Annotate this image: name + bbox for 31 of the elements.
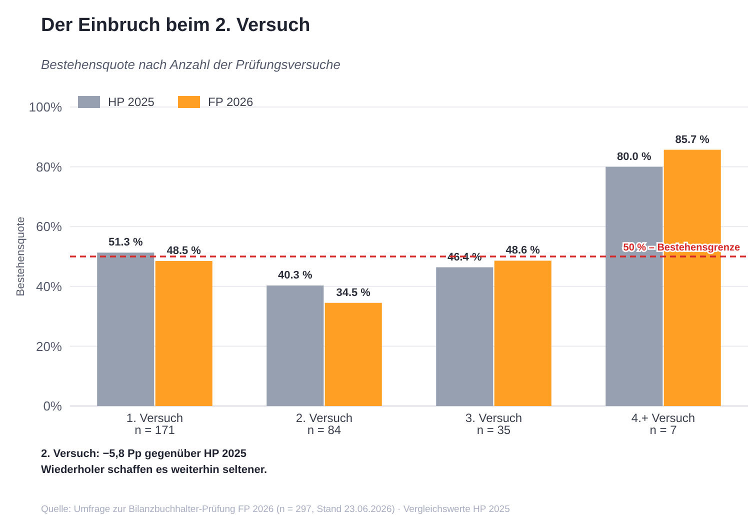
y-tick-label: 60%: [36, 219, 62, 234]
y-tick-label: 20%: [36, 338, 62, 354]
y-tick-label: 40%: [36, 278, 62, 294]
data-label: 51.3 %: [108, 236, 143, 249]
y-tick-label: 100%: [28, 100, 62, 115]
legend-label: FP 2026: [208, 95, 254, 110]
x-tick-label: 3. Versuch n = 35: [465, 411, 522, 437]
data-label: 34.5 %: [336, 286, 371, 299]
text: 2. Versuch: −5,8 Pp gegenüber HP 2025: [41, 448, 247, 460]
x-tick-label: 1. Versuch n = 171: [126, 411, 184, 437]
bar: [494, 260, 552, 406]
bar: [436, 267, 494, 406]
legend-label: HP 2025: [108, 95, 155, 110]
data-label: 40.3 %: [278, 270, 312, 282]
data-label: 85.7 %: [675, 134, 710, 146]
x-tick-label: 2. Versuch n = 84: [296, 411, 353, 437]
data-label: 80.0 %: [617, 150, 652, 163]
bar: [155, 260, 212, 406]
data-label: 48.6 %: [506, 244, 540, 257]
data-label: 48.5 %: [166, 244, 202, 257]
bar: [97, 252, 154, 406]
y-tick-label: 0%: [43, 398, 62, 414]
y-tick-label: 80%: [36, 159, 62, 174]
bar: [266, 286, 324, 406]
chart-title: Der Einbruch beim 2. Versuch: [41, 15, 310, 36]
y-axis-title: Bestehensquote: [15, 216, 27, 296]
bar: [324, 302, 382, 406]
text: Wiederholer schaffen es weiterhin seltener.: [41, 464, 268, 476]
chart-subtitle: Bestehensquote nach Anzahl der Prüfungsversuche: [41, 57, 340, 72]
source-note: Quelle: Umfrage zur Bilanzbuchhalter-Prüfung FP 2026 (n = 297, Stand 23.06.2026) · Vergleichswerte HP 2025: [41, 504, 510, 515]
x-tick-label: 4.+ Versuch n = 7: [631, 411, 696, 437]
